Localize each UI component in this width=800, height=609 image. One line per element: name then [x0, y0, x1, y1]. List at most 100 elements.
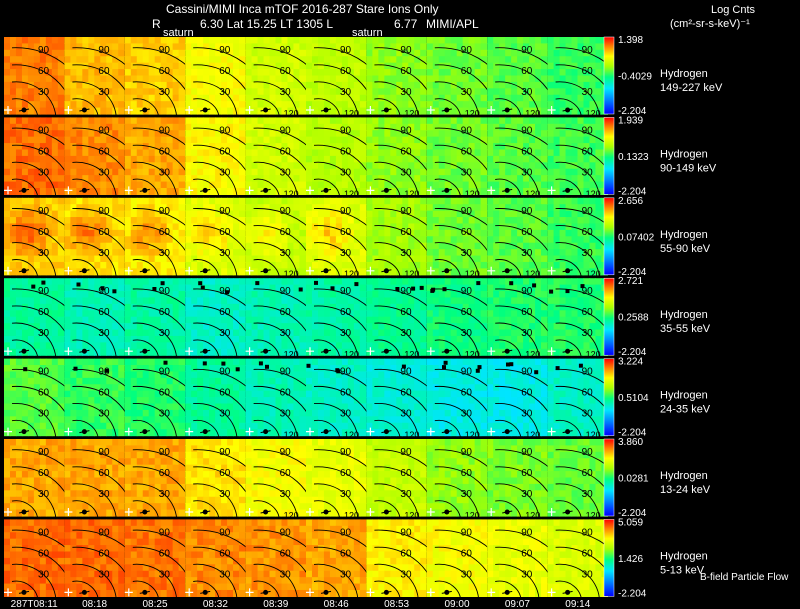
contour-line	[495, 242, 540, 281]
contour-label: 90	[340, 367, 352, 378]
crosshair-icon	[4, 427, 12, 436]
contour-label: 90	[159, 367, 171, 378]
contour-line	[253, 419, 281, 442]
heatmap-cell: 90 60 30 120	[306, 430, 395, 523]
contour-label: 60	[521, 388, 533, 399]
colorbar-tick-max: 2.721	[618, 276, 643, 287]
contour-line	[132, 161, 178, 201]
contour-line	[253, 580, 281, 603]
colorbar	[604, 519, 614, 597]
time-tick-label: 09:14	[565, 599, 590, 609]
contour-line	[193, 419, 220, 442]
crosshair-icon	[487, 427, 496, 436]
crosshair-icon	[245, 186, 254, 195]
contour-line	[193, 259, 220, 281]
crosshair-icon	[245, 588, 254, 597]
contour-label: 60	[38, 307, 50, 318]
contour-label: 90	[159, 527, 171, 538]
contour-label: 90	[521, 45, 533, 56]
time-tick-label: 08:53	[384, 599, 409, 609]
saturn-label-2: saturn	[352, 27, 383, 39]
contour-line	[434, 259, 462, 281]
contour-line	[555, 242, 601, 281]
contour-label: 60	[461, 468, 473, 479]
contour-label: 30	[400, 248, 412, 259]
contour-label: 30	[219, 167, 231, 178]
contour-label: 30	[280, 328, 292, 339]
contour-label: 120	[465, 350, 480, 360]
contour-label: 60	[340, 66, 352, 77]
species-label: Hydrogen	[660, 390, 708, 402]
contour-label: 60	[38, 548, 50, 559]
energy-range-label: 90-149 keV	[660, 162, 717, 174]
contour-label: 120	[525, 108, 540, 118]
contour-line	[253, 322, 299, 362]
contour-line	[374, 259, 401, 281]
contour-line	[374, 339, 401, 362]
colorbar-tick-max: 2.656	[618, 196, 643, 207]
contour-line	[374, 563, 419, 603]
species-label: Hydrogen	[660, 68, 708, 80]
contour-label: 60	[280, 66, 292, 77]
contour-label: 60	[400, 227, 412, 238]
contour-label: 90	[280, 125, 292, 136]
contour-line	[313, 259, 341, 281]
contour-line	[555, 322, 601, 362]
contour-line	[374, 402, 419, 442]
contour-label: 120	[404, 108, 419, 118]
contour-line	[193, 500, 220, 523]
orbit-info: 6.30 Lat 15.25 LT 1305 L	[200, 17, 334, 31]
contour-label: 90	[38, 125, 50, 136]
contour-label: 120	[404, 269, 419, 279]
contour-label: 30	[159, 87, 171, 98]
contour-label: 60	[400, 388, 412, 399]
contour-line	[434, 580, 462, 603]
contour-label: 120	[284, 430, 299, 440]
contour-line	[555, 546, 619, 603]
contour-label: 90	[98, 206, 110, 217]
contour-line	[253, 402, 299, 442]
contour-line	[72, 178, 99, 201]
contour-label: 90	[280, 206, 292, 217]
time-tick-label: 09:07	[505, 599, 530, 609]
contour-label: 60	[400, 548, 412, 559]
contour-line	[11, 402, 57, 442]
heatmap-cell: 90 60 30 120	[487, 108, 576, 201]
contour-label: 60	[98, 388, 110, 399]
contour-line	[132, 259, 160, 281]
time-tick-label: 08:32	[203, 599, 228, 609]
colorbar	[604, 197, 614, 275]
crosshair-icon	[124, 347, 133, 356]
contour-line	[193, 402, 238, 442]
contour-label: 60	[219, 388, 231, 399]
contour-label: 30	[521, 328, 533, 339]
contour-line	[555, 178, 583, 201]
contour-label: 30	[340, 87, 352, 98]
contour-label: 90	[521, 447, 533, 458]
energy-range-label: 5-13 keV	[660, 564, 705, 576]
crosshair-icon	[4, 266, 12, 275]
contour-line	[374, 419, 401, 442]
contour-label: 30	[280, 87, 292, 98]
contour-line	[555, 81, 601, 121]
contour-label: 30	[521, 167, 533, 178]
contour-label: 90	[582, 45, 594, 56]
contour-label: 30	[461, 328, 473, 339]
contour-line	[434, 500, 462, 523]
contour-line	[434, 339, 462, 362]
contour-label: 30	[159, 489, 171, 500]
contour-label: 30	[461, 409, 473, 420]
crosshair-icon	[306, 266, 314, 275]
contour-label: 90	[400, 367, 412, 378]
contour-line	[11, 98, 39, 121]
contour-label: 60	[400, 146, 412, 157]
contour-line	[132, 402, 178, 442]
contour-label: 60	[38, 66, 50, 77]
contour-line	[72, 81, 117, 121]
contour-line	[434, 322, 480, 362]
contour-label: 30	[340, 167, 352, 178]
contour-label: 120	[465, 269, 480, 279]
crosshair-icon	[366, 588, 375, 597]
contour-line	[374, 98, 401, 121]
contour-line	[313, 402, 359, 442]
